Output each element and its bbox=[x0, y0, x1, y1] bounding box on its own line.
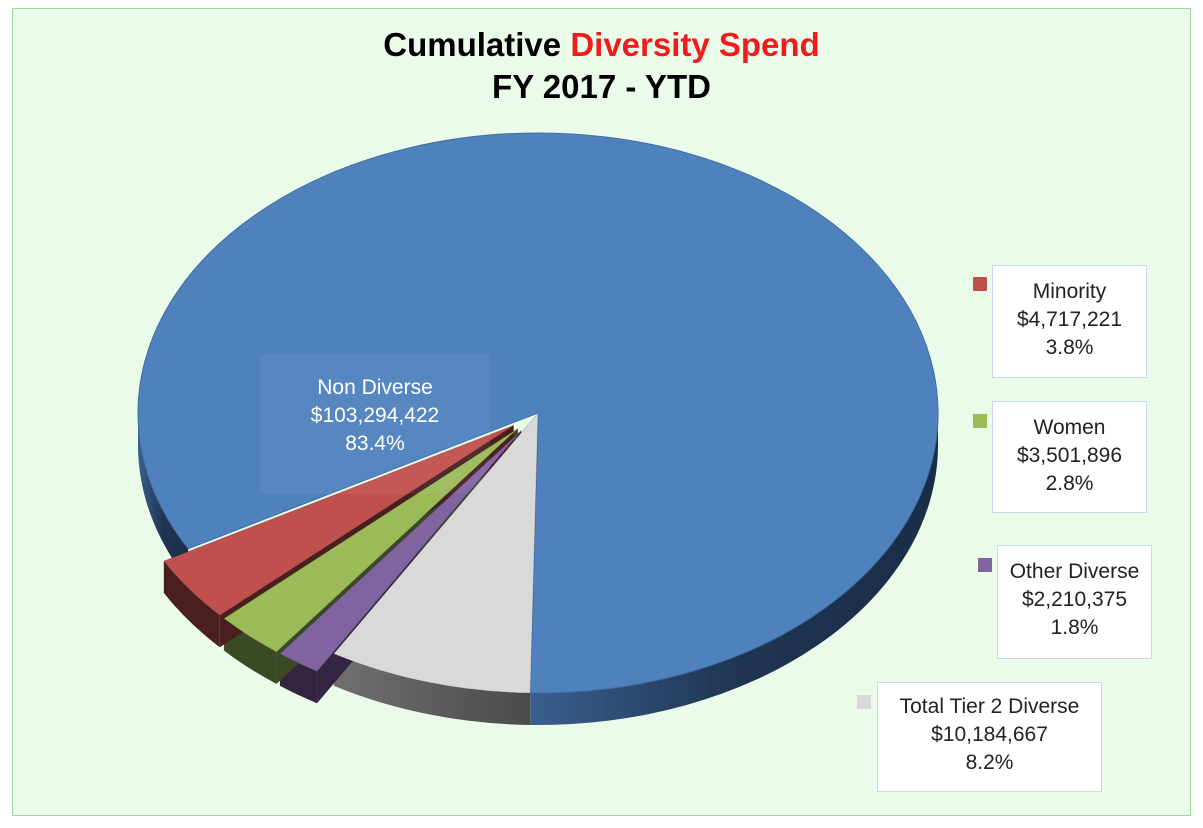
label-percent: 1.8% bbox=[1050, 616, 1099, 639]
pie-slice-women bbox=[223, 428, 519, 653]
label-percent: 3.8% bbox=[1045, 336, 1094, 359]
legend-swatch-women bbox=[973, 414, 987, 428]
label-name: Other Diverse bbox=[1009, 560, 1140, 583]
chart-subtitle: FY 2017 - YTD bbox=[492, 68, 711, 105]
title-part-1: Cumulative bbox=[383, 26, 571, 63]
label-name: Women bbox=[1033, 416, 1106, 439]
pie-side-total-tier-2-diverse bbox=[333, 653, 531, 725]
label-amount: $10,184,667 bbox=[931, 723, 1048, 746]
label-percent: 83.4% bbox=[345, 432, 405, 455]
legend-swatch-other-diverse bbox=[978, 558, 992, 572]
label-amount: $3,501,896 bbox=[1016, 444, 1123, 467]
title-highlight: Diversity Spend bbox=[570, 26, 820, 63]
pie-side-non-diverse bbox=[138, 413, 189, 581]
pie-side-non-diverse bbox=[530, 413, 938, 725]
label-total-tier-2-diverse: Total Tier 2 Diverse $10,184,667 8.2% bbox=[877, 682, 1102, 792]
label-other-diverse: Other Diverse $2,210,375 1.8% bbox=[997, 545, 1152, 659]
label-amount: $2,210,375 bbox=[1021, 588, 1128, 611]
legend-swatch-total-tier-2 bbox=[857, 695, 871, 709]
pie-side-minority bbox=[163, 561, 220, 648]
pie-slice-total-tier-2-diverse bbox=[332, 411, 539, 694]
chart-title: Cumulative Diversity Spend bbox=[0, 24, 1203, 66]
legend-swatch-nondiverse bbox=[242, 368, 256, 382]
label-minority: Minority $4,717,221 3.8% bbox=[992, 265, 1147, 378]
label-non-diverse: Non Diverse $103,294,422 83.4% bbox=[260, 354, 490, 494]
pie-slice-non-diverse bbox=[137, 132, 939, 694]
pie-slice-minority bbox=[163, 424, 514, 616]
label-amount: $103,294,422 bbox=[310, 404, 440, 427]
legend-swatch-minority bbox=[973, 277, 987, 291]
label-percent: 2.8% bbox=[1045, 472, 1094, 495]
label-name: Total Tier 2 Diverse bbox=[899, 695, 1080, 718]
label-name: Minority bbox=[1032, 280, 1107, 303]
label-name: Non Diverse bbox=[317, 376, 433, 399]
label-amount: $4,717,221 bbox=[1016, 308, 1123, 331]
pie-slice-other-diverse bbox=[279, 430, 522, 672]
label-percent: 8.2% bbox=[965, 751, 1014, 774]
label-women: Women $3,501,896 2.8% bbox=[992, 401, 1147, 513]
